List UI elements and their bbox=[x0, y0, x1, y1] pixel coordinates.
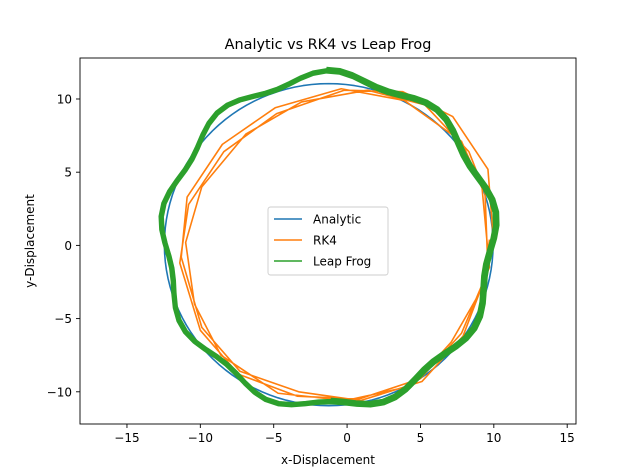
y-tick-label: 5 bbox=[64, 166, 72, 180]
y-tick-label: −5 bbox=[54, 312, 72, 326]
plot-frame bbox=[79, 57, 577, 425]
x-tick-label: 0 bbox=[343, 431, 351, 445]
y-axis: −10 −5 0 5 10 bbox=[47, 92, 80, 399]
y-axis-label: y-Displacement bbox=[23, 194, 37, 288]
series-line-leap-frog bbox=[158, 66, 500, 408]
y-tick-label: −10 bbox=[47, 385, 72, 399]
x-tick-label: 5 bbox=[417, 431, 425, 445]
plot-area bbox=[79, 57, 577, 425]
legend-label: Leap Frog bbox=[313, 255, 371, 269]
x-axis-label: x-Displacement bbox=[281, 453, 375, 467]
legend-label: RK4 bbox=[313, 234, 337, 248]
series-lines bbox=[158, 66, 500, 408]
x-tick-label: 15 bbox=[560, 431, 575, 445]
x-axis: −15 −10 −5 0 5 10 15 bbox=[114, 424, 575, 445]
x-tick-label: −15 bbox=[114, 431, 139, 445]
legend: Analytic RK4 Leap Frog bbox=[267, 206, 389, 276]
series-line-rk4 bbox=[178, 87, 495, 402]
x-tick-label: −5 bbox=[265, 431, 283, 445]
x-tick-label: −10 bbox=[188, 431, 213, 445]
legend-box bbox=[267, 206, 389, 276]
y-tick-label: 0 bbox=[64, 239, 72, 253]
legend-label: Analytic bbox=[313, 213, 361, 227]
chart-title: Analytic vs RK4 vs Leap Frog bbox=[225, 37, 432, 53]
x-tick-label: 10 bbox=[486, 431, 501, 445]
y-tick-label: 10 bbox=[57, 92, 72, 106]
